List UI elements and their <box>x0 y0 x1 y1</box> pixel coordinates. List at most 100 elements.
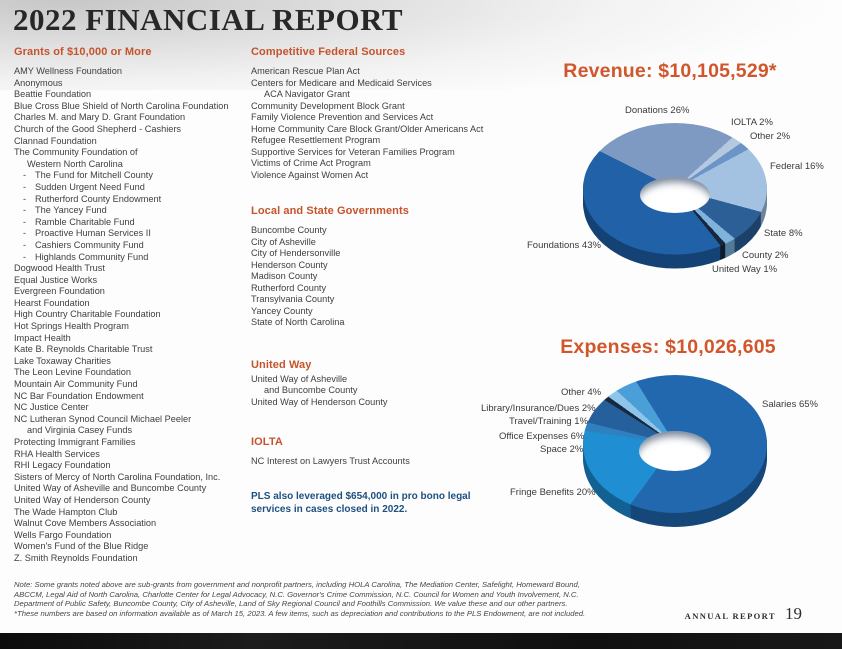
grant-item: Church of the Good Shepherd - Cashiers <box>14 123 181 134</box>
donut-side-depth <box>583 380 767 518</box>
government-item: Rutherford County <box>251 282 327 293</box>
section-header-iolta: IOLTA <box>251 436 283 448</box>
federal-item: Victims of Crime Act Program <box>251 158 371 168</box>
donut-side-depth <box>583 377 767 515</box>
iolta-section: IOLTA NC Interest on Lawyers Trust Accou… <box>251 436 489 468</box>
federal-item: ACA Navigator Grant <box>264 89 350 99</box>
grant-item: Cashiers Community Fund <box>14 240 246 252</box>
section-header-local-state: Local and State Governments <box>251 205 409 217</box>
grant-item: RHI Legacy Foundation <box>14 460 111 471</box>
grant-item: Clannad Foundation <box>14 135 97 146</box>
donut-side-depth <box>583 378 767 516</box>
donut-side-depth <box>583 385 767 523</box>
united-way-section: United Way United Way of Asheville and Bu… <box>251 359 489 409</box>
grant-item: The Fund for Mitchell County <box>14 170 246 182</box>
donut-side-depth <box>583 130 767 262</box>
grant-item: The Community Foundation of <box>14 147 138 158</box>
donut-side-depth <box>583 381 767 519</box>
slice-label: United Way 1% <box>712 264 778 275</box>
footnote-line: ABCCM, Legal Aid of North Carolina, Char… <box>14 589 579 599</box>
donut-side-depth <box>583 125 767 257</box>
donut-side-depth <box>583 379 767 517</box>
section-header-united-way: United Way <box>251 358 312 371</box>
donut-side-depth <box>583 389 767 527</box>
grant-item: Kate B. Reynolds Charitable Trust <box>14 344 153 355</box>
donut-side-depth <box>583 137 767 269</box>
donut-side-depth <box>583 129 767 261</box>
grants-column: Grants of $10,000 or More AMY Wellness F… <box>14 46 246 565</box>
grant-item: and Virginia Casey Funds <box>27 425 133 436</box>
donut-hole <box>640 176 710 213</box>
federal-section: Competitive Federal Sources American Res… <box>251 46 489 181</box>
footer-label: ANNUAL REPORT <box>684 611 776 621</box>
local-state-list: Buncombe County City of Asheville City of … <box>251 225 489 329</box>
donut-side-depth <box>583 383 767 521</box>
grant-item: Protecting Immigrant Families <box>14 437 136 447</box>
footnote-line: Note: Some grants noted above are sub-gr… <box>14 580 580 589</box>
government-item: Henderson County <box>251 259 328 270</box>
united-way-list: United Way of Asheville and Buncombe Coun… <box>251 374 489 409</box>
grant-item: AMY Wellness Foundation <box>14 66 122 76</box>
donut-side-depth <box>583 136 767 268</box>
slice-label: Space 2% <box>540 444 584 455</box>
donut-side-depth <box>583 382 767 520</box>
grant-item: Blue Cross Blue Shield of North Carolina… <box>14 100 229 111</box>
government-item: Yancey County <box>251 305 313 316</box>
donut-side-depth <box>583 376 767 514</box>
grant-item: Wells Fargo Foundation <box>14 529 112 540</box>
slice-label: Foundations 43% <box>527 240 601 251</box>
grant-item: Sudden Urgent Need Fund <box>14 182 246 194</box>
federal-item: Centers for Medicare and Medicaid Servic… <box>251 77 432 88</box>
grant-item: United Way of Asheville and Buncombe Cou… <box>14 483 207 494</box>
slice-label: Federal 16% <box>770 161 824 172</box>
grant-item: Rutherford County Endowment <box>14 194 246 206</box>
revenue-chart-title: Revenue: $10,105,529* <box>563 60 777 82</box>
federal-item: Violence Against Women Act <box>251 169 369 180</box>
donut-hole <box>639 431 711 471</box>
federal-list: American Rescue Plan Act Centers for Medi… <box>251 66 489 181</box>
slice-label: Donations 26% <box>625 105 690 116</box>
grant-item: NC Lutheran Synod Council Michael Peeler <box>14 413 192 424</box>
donut-side-depth <box>583 131 767 263</box>
slice-label: Salaries 65% <box>762 399 818 410</box>
grant-item: The Leon Levine Foundation <box>14 367 131 378</box>
grant-item: RHA Health Services <box>14 448 100 459</box>
grant-item: NC Justice Center <box>14 402 89 413</box>
donut-side-depth <box>583 384 767 522</box>
grant-item: Beattie Foundation <box>14 89 92 100</box>
government-item: State of North Carolina <box>251 317 345 327</box>
grant-item: Hot Springs Health Program <box>14 321 129 332</box>
grant-item: Ramble Charitable Fund <box>14 217 246 229</box>
footnote-line: Department of Public Safety, Buncombe Co… <box>14 599 568 609</box>
slice-label: Other 2% <box>750 131 791 142</box>
united-way-item: and Buncombe County <box>264 385 358 395</box>
slice-label: Other 4% <box>561 387 602 398</box>
section-header-grants: Grants of $10,000 or More <box>14 46 152 58</box>
grant-item: Equal Justice Works <box>14 274 98 285</box>
donut-side-depth <box>583 124 767 256</box>
government-item: Transylvania County <box>251 294 335 304</box>
government-item: City of Hendersonville <box>251 248 341 258</box>
grant-item: Highlands Community Fund <box>14 252 246 264</box>
slice-label: Library/Insurance/Dues 2% <box>481 403 596 414</box>
slice-label: Office Expenses 6% <box>499 431 585 442</box>
grant-item: NC Bar Foundation Endowment <box>14 390 144 401</box>
photo-edge-bar <box>0 633 842 649</box>
federal-item: Family Violence Prevention and Services … <box>251 112 434 122</box>
grant-item: Evergreen Foundation <box>14 286 105 297</box>
slice-label: IOLTA 2% <box>731 117 773 128</box>
donut-side-depth <box>583 388 767 526</box>
grant-item: Dogwood Health Trust <box>14 263 105 274</box>
grant-item: Anonymous <box>14 77 63 88</box>
grant-item: United Way of Henderson County <box>14 494 151 505</box>
grant-item: The Wade Hampton Club <box>14 506 118 517</box>
donut-top-surface <box>583 123 767 255</box>
government-item: Madison County <box>251 271 318 281</box>
grant-item: Mountain Air Community Fund <box>14 379 138 390</box>
donut-top-surface <box>583 375 767 513</box>
donut-side-depth <box>583 386 767 524</box>
grant-item: Western North Carolina <box>27 158 123 169</box>
grant-item: Z. Smith Reynolds Foundation <box>14 552 138 563</box>
united-way-item: United Way of Henderson County <box>251 396 388 407</box>
